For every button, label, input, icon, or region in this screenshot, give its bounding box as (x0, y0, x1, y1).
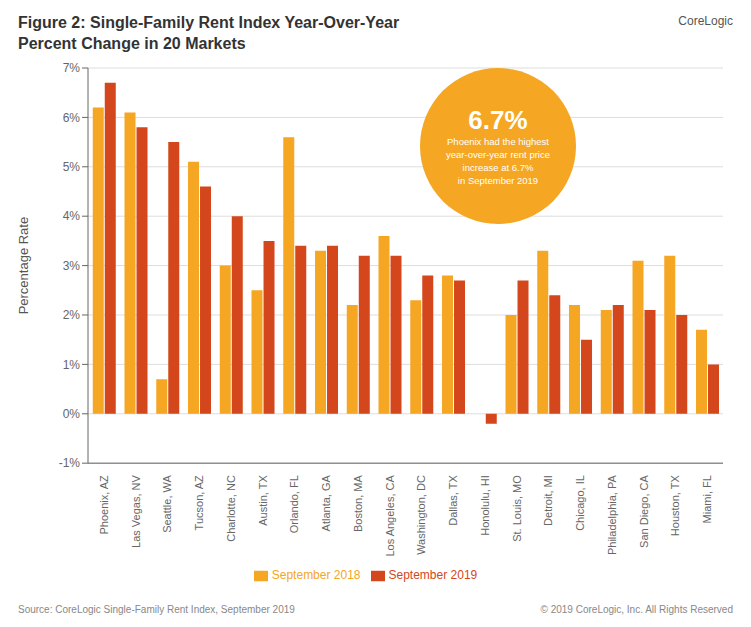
svg-text:5%: 5% (63, 160, 81, 174)
svg-text:1%: 1% (63, 358, 81, 372)
svg-text:Orlando, FL: Orlando, FL (288, 475, 300, 533)
svg-text:3%: 3% (63, 259, 81, 273)
svg-text:Houston, TX: Houston, TX (669, 475, 681, 537)
svg-text:Detroit, MI: Detroit, MI (542, 475, 554, 526)
svg-text:Austin, TX: Austin, TX (257, 475, 269, 526)
svg-text:7%: 7% (63, 61, 81, 75)
svg-text:2%: 2% (63, 308, 81, 322)
svg-text:Honolulu, HI: Honolulu, HI (479, 475, 491, 536)
svg-text:Atlanta, GA: Atlanta, GA (320, 475, 332, 532)
html-text:year-over-year rent price: year-over-year rent price (446, 149, 550, 160)
html-text:© 2019 CoreLogic, Inc. All Rig: © 2019 CoreLogic, Inc. All Rights Reserv… (540, 604, 733, 615)
html-text:CoreLogic: CoreLogic (678, 14, 733, 28)
svg-text:Philadelphia, PA: Philadelphia, PA (606, 475, 618, 556)
svg-text:Las Vegas, NV: Las Vegas, NV (130, 475, 142, 548)
html-text:September 2019: September 2019 (388, 568, 478, 583)
svg-text:6%: 6% (63, 111, 81, 125)
svg-text:San Diego, CA: San Diego, CA (638, 475, 650, 548)
svg-text:Chicago, IL: Chicago, IL (574, 475, 586, 531)
html-text:Phoenix had the highest: Phoenix had the highest (447, 136, 549, 147)
html-text:in September 2019: in September 2019 (457, 175, 539, 186)
html-text:Percent Change in 20 Markets: Percent Change in 20 Markets (18, 35, 246, 52)
svg-text:Seattle, WA: Seattle, WA (161, 475, 173, 533)
svg-text:Phoenix, AZ: Phoenix, AZ (98, 475, 110, 535)
svg-text:St. Louis, MO: St. Louis, MO (511, 475, 523, 542)
html-text:September 2018: September 2018 (271, 568, 361, 583)
html-text:Source: CoreLogic Single-Famil: Source: CoreLogic Single-Family Rent Ind… (18, 604, 295, 615)
svg-text:Dallas, TX: Dallas, TX (447, 475, 459, 526)
svg-text:Miami, FL: Miami, FL (701, 475, 713, 523)
svg-text:4%: 4% (63, 209, 81, 223)
svg-text:Percentage Rate: Percentage Rate (16, 217, 31, 315)
html-text:Figure 2: Single-Family Rent I: Figure 2: Single-Family Rent Index Year-… (18, 14, 400, 31)
svg-text:-1%: -1% (59, 456, 81, 470)
svg-text:Washington, DC: Washington, DC (415, 475, 427, 555)
svg-text:Tucson, AZ: Tucson, AZ (193, 475, 205, 531)
svg-text:Charlotte, NC: Charlotte, NC (225, 475, 237, 542)
html-text:increase at 6.7%: increase at 6.7% (462, 162, 534, 173)
svg-text:Los Angeles, CA: Los Angeles, CA (384, 475, 396, 557)
svg-text:Boston, MA: Boston, MA (352, 475, 364, 533)
svg-text:0%: 0% (63, 407, 81, 421)
html-text:6.7%: 6.7% (468, 105, 528, 135)
